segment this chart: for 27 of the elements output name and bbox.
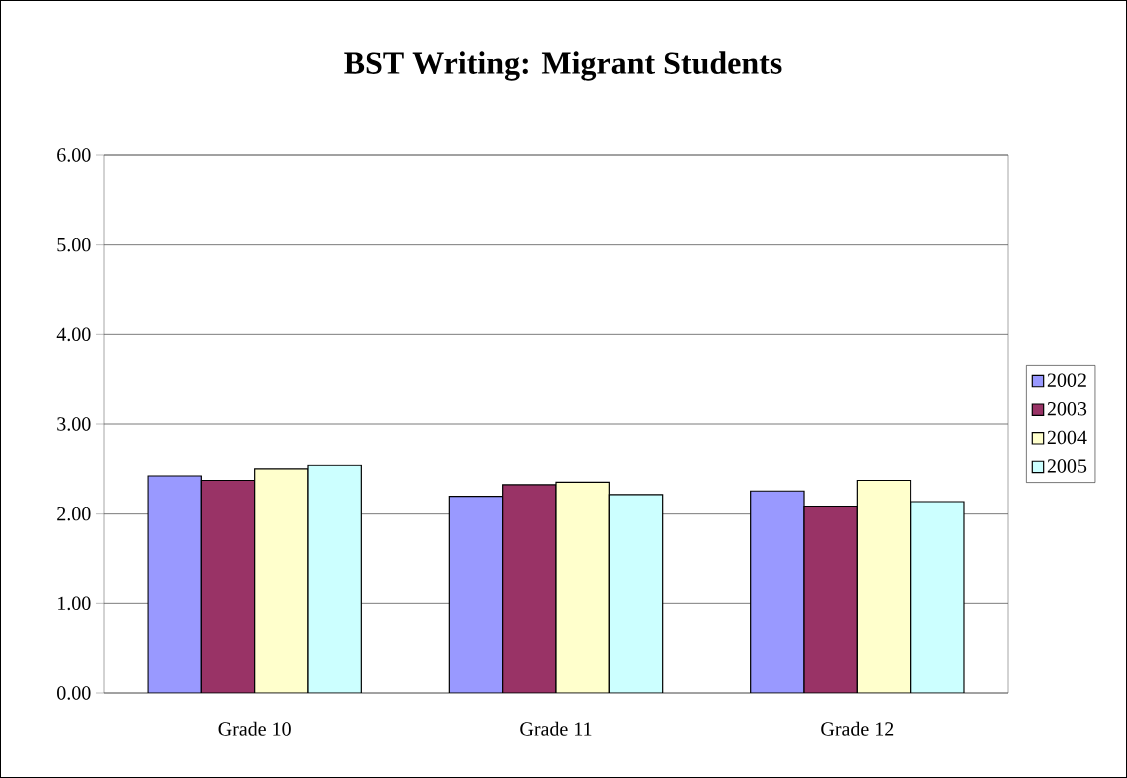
- bar: [910, 501, 965, 693]
- bar: [856, 479, 912, 693]
- legend-label: 2003: [1047, 402, 1087, 416]
- legend-label: 2005: [1047, 459, 1087, 473]
- x-tick-label: Grade 11: [520, 721, 592, 736]
- bar: [750, 490, 805, 693]
- bar: [307, 464, 362, 693]
- bar: [147, 475, 202, 693]
- x-tick-label: Grade 12: [821, 721, 894, 736]
- y-tick-label: 0.00: [57, 686, 91, 700]
- bar: [502, 484, 557, 693]
- x-tick-label: Grade 10: [218, 721, 291, 736]
- bar: [608, 494, 664, 693]
- y-tick-label: 1.00: [58, 596, 91, 611]
- chart-title: BST Writing: Migrant Students: [344, 51, 782, 81]
- y-tick-label: 3.00: [57, 417, 91, 431]
- bar: [448, 496, 504, 693]
- bar: [555, 481, 610, 693]
- y-tick-label: 4.00: [56, 327, 91, 342]
- y-tick-label: 2.00: [57, 506, 91, 521]
- bar: [254, 468, 309, 693]
- y-tick-label: 5.00: [57, 237, 91, 252]
- y-tick-label: 6.00: [57, 148, 91, 162]
- bar: [803, 505, 858, 693]
- legend-label: 2002: [1047, 373, 1086, 387]
- bar: [200, 479, 256, 693]
- legend-label: 2004: [1047, 430, 1087, 445]
